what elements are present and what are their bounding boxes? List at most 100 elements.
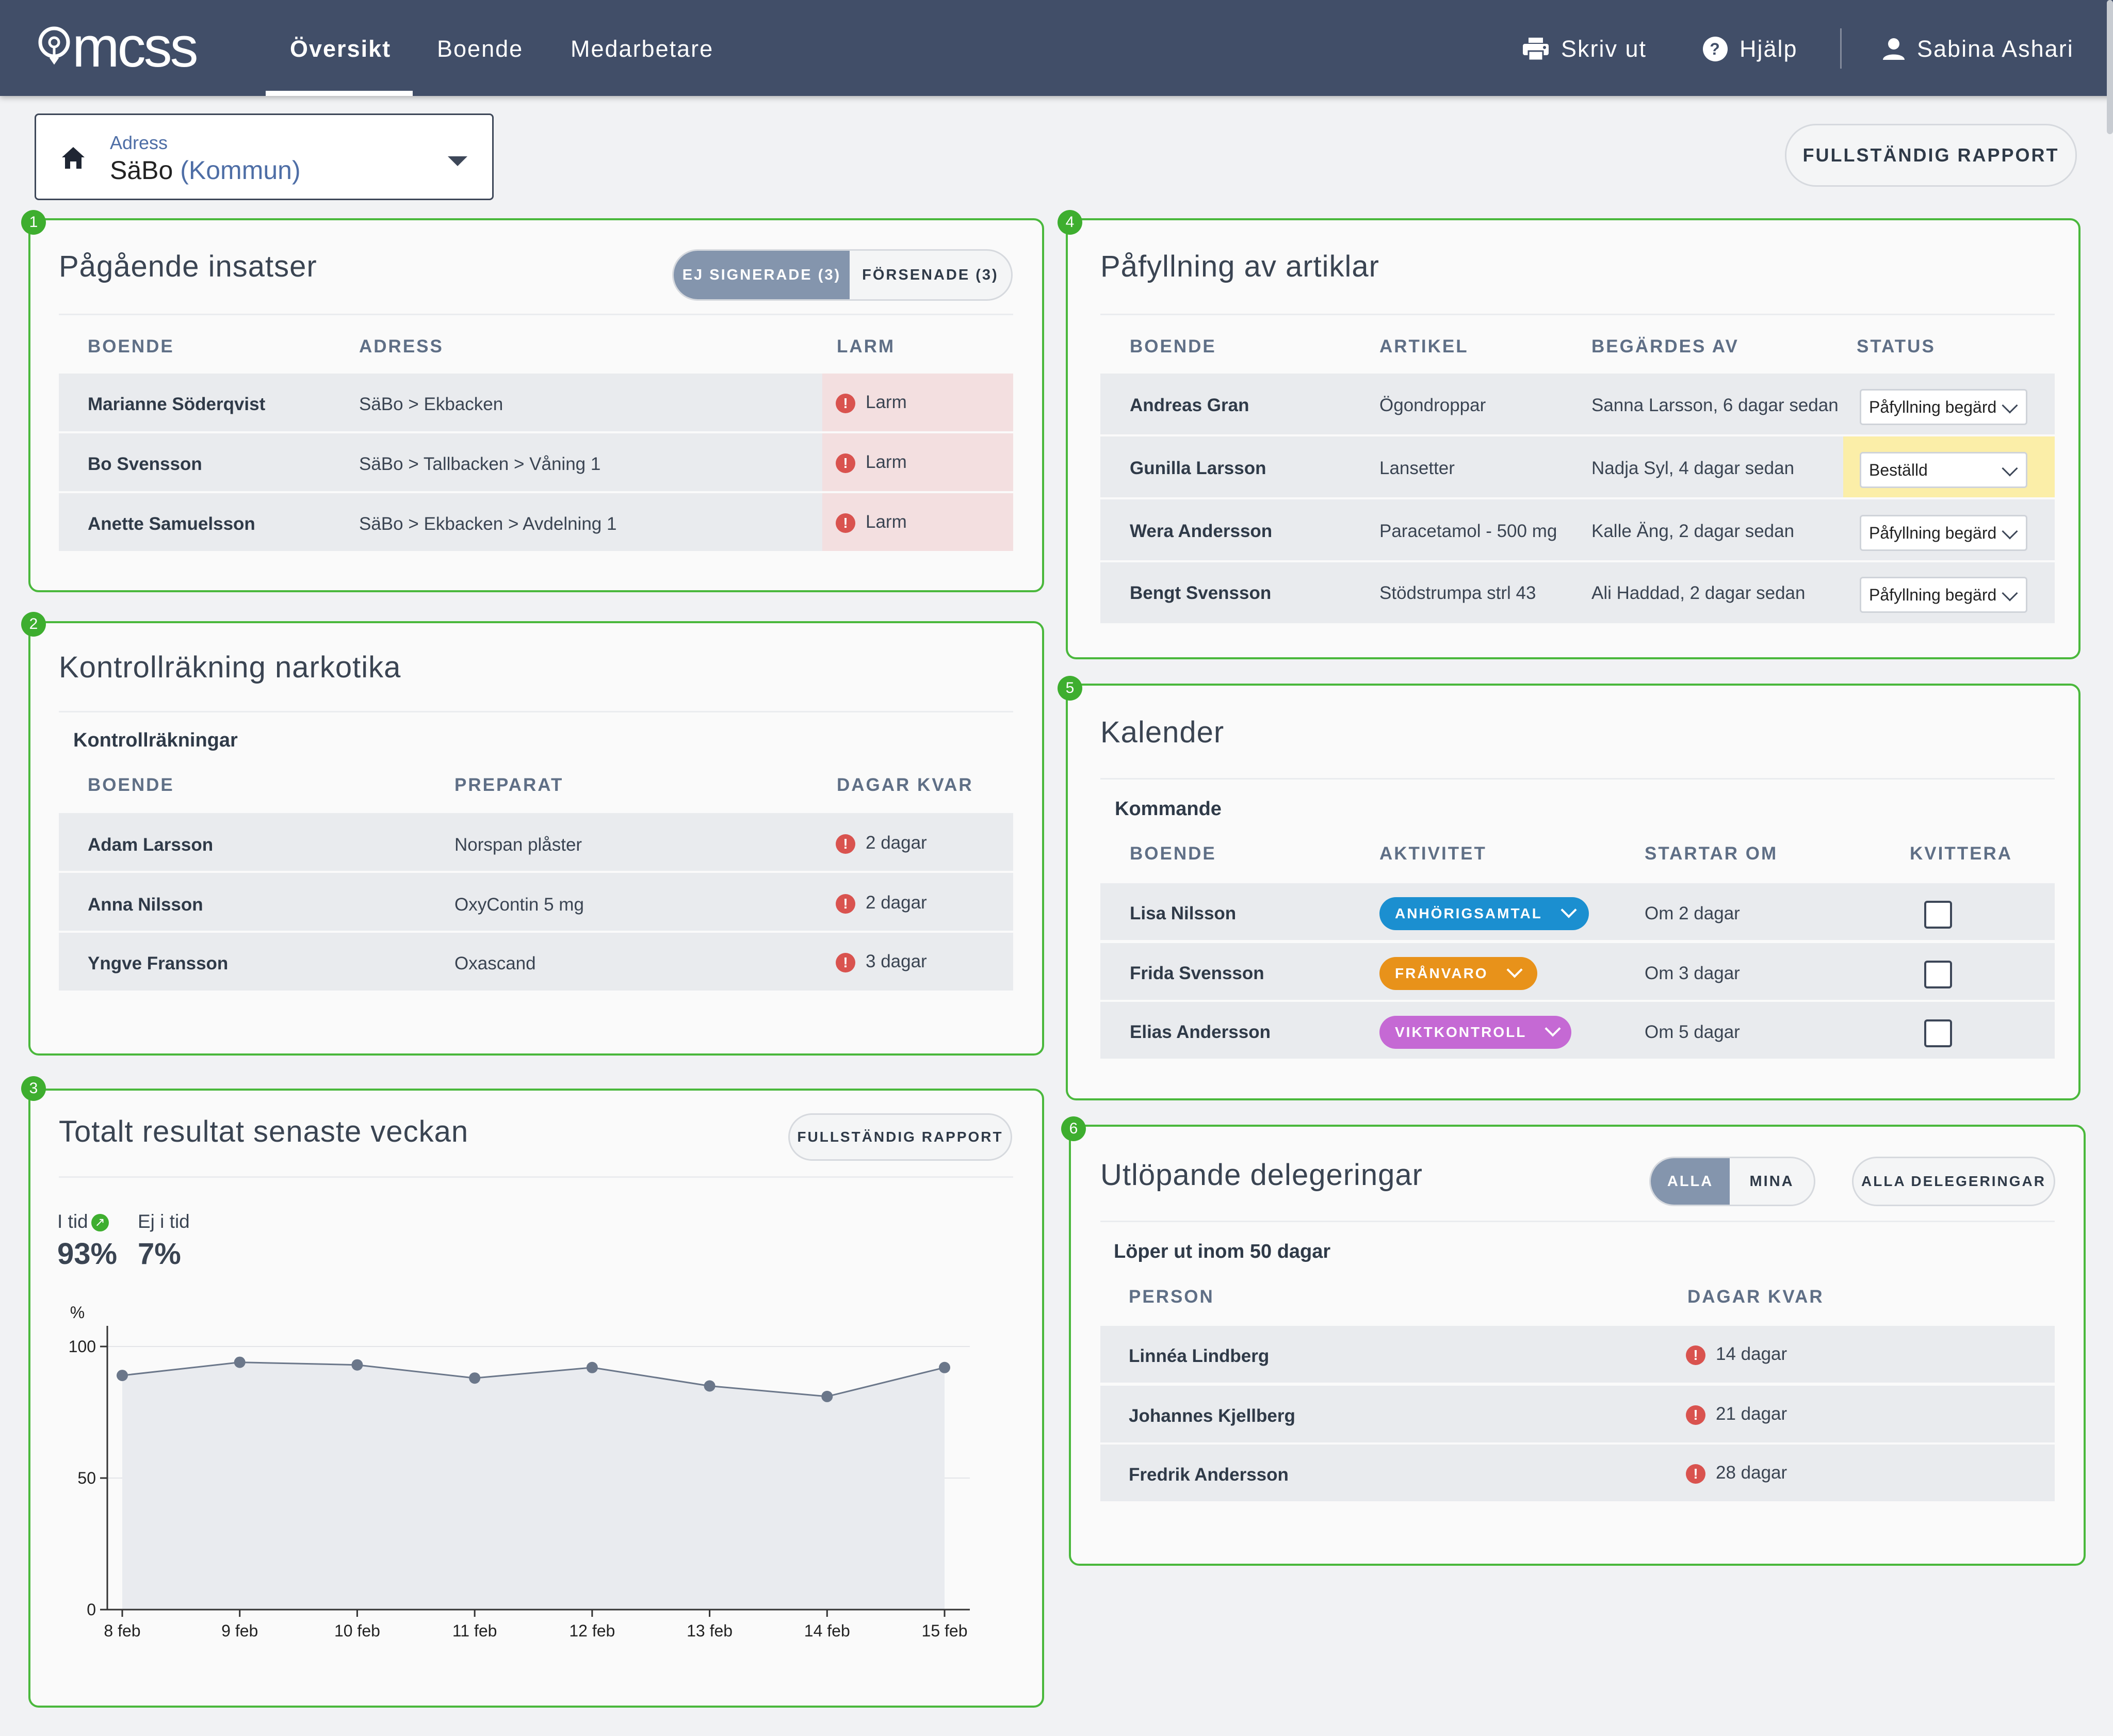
y-tick-label: 0 [87,1600,96,1619]
delegations-filter: ALLA MINA [1649,1157,1815,1206]
tab-unsigned[interactable]: EJ SIGNERADE (3) [674,251,850,299]
full-report-button[interactable]: FULLSTÄNDIG RAPPORT [1785,124,2077,187]
column-header: STARTAR OM [1645,843,1778,864]
alarm-icon: ! [836,393,855,413]
acknowledge-checkbox[interactable] [1924,901,1952,929]
toolbar-divider [1840,28,1842,69]
address-select[interactable]: Adress SäBo (Kommun) [35,113,494,200]
requested-by: Ali Haddad, 2 dagar sedan [1591,583,1806,603]
days-left: ! 2 dagar [836,833,927,854]
activity-tag[interactable]: VIKTKONTROLL [1379,1016,1571,1049]
drug-name: OxyContin 5 mg [454,895,584,915]
column-header: ADRESS [359,336,444,356]
column-header: BOENDE [1130,843,1216,864]
column-header: BOENDE [88,336,174,356]
table-row[interactable] [1100,1326,2055,1383]
status-select[interactable]: Påfyllning begärd [1860,389,2027,425]
divider [1100,778,2055,780]
requested-by: Sanna Larsson, 6 dagar sedan [1591,395,1839,415]
print-label: Skriv ut [1561,36,1647,62]
nav-boende[interactable]: Boende [437,36,524,62]
days-left: ! 2 dagar [836,893,927,914]
column-header: BOENDE [1130,336,1216,356]
user-menu[interactable]: Sabina Ashari [1882,31,2074,67]
acknowledge-checkbox[interactable] [1924,961,1952,988]
data-point [469,1372,481,1384]
weekly-full-report-button[interactable]: FULLSTÄNDIG RAPPORT [788,1113,1012,1161]
table-row[interactable] [1100,1445,2055,1501]
resident-name: Adam Larsson [88,835,214,855]
tab-late[interactable]: FÖRSENADE (3) [862,266,999,283]
resident-name: Bengt Svensson [1130,583,1272,603]
data-point [821,1390,833,1402]
x-tick-label: 12 feb [569,1621,615,1640]
data-point [234,1356,246,1368]
trend-up-icon: ↗ [91,1214,109,1232]
starts-in: Om 3 dagar [1645,963,1740,983]
activity-tag[interactable]: ANHÖRIGSAMTAL [1379,897,1589,930]
resident-address: SäBo > Ekbacken [359,394,503,414]
column-header: AKTIVITET [1379,843,1487,864]
mcss-logo[interactable]: mcss [37,19,199,76]
status-select[interactable]: Påfyllning begärd [1860,515,2027,551]
status-select[interactable]: Påfyllning begärd [1860,577,2027,613]
status-select[interactable]: Beställd [1860,452,2027,488]
user-name: Sabina Ashari [1917,36,2074,62]
all-delegations-button[interactable]: ALLA DELEGERINGAR [1852,1157,2055,1206]
warning-icon: ! [1686,1464,1705,1484]
data-point [586,1361,598,1373]
y-axis-label: % [70,1303,85,1322]
panel-title: Totalt resultat senaste veckan [59,1115,469,1148]
person-name: Johannes Kjellberg [1129,1406,1295,1426]
alarm-status: ! Larm [836,392,907,413]
panel-title: Pågående insatser [59,250,317,283]
nav-medarbetare[interactable]: Medarbetare [571,36,714,62]
user-icon [1883,38,1905,60]
table-row[interactable] [1100,943,2055,1000]
warning-icon: ! [836,952,855,972]
column-header: PREPARAT [454,775,564,795]
activity-tag[interactable]: FRÅNVARO [1379,957,1537,990]
x-tick-label: 10 feb [334,1621,380,1640]
help-button[interactable]: ? Hjälp [1702,31,1798,67]
page-scrollbar[interactable] [2107,0,2113,134]
resident-name: Frida Svensson [1130,963,1264,983]
resident-name: Lisa Nilsson [1130,903,1237,923]
divider [59,1176,1013,1178]
active-nav-indicator [266,91,413,96]
person-name: Fredrik Andersson [1129,1465,1289,1485]
x-tick-label: 8 feb [104,1621,140,1640]
column-header: ARTIKEL [1379,336,1469,356]
address-value: SäBo (Kommun) [110,156,301,185]
area-fill [122,1362,945,1610]
chevron-down-icon [1545,1020,1561,1037]
section-subtitle: Kontrollräkningar [73,729,238,751]
nav-oversikt[interactable]: Översikt [290,36,392,62]
column-header: LARM [837,336,896,356]
alarm-icon: ! [836,453,855,473]
x-tick-label: 9 feb [221,1621,258,1640]
column-header: STATUS [1857,336,1936,356]
section-subtitle: Löper ut inom 50 dagar [1114,1241,1331,1262]
weekly-result-chart: % 0 50 100 8 feb 9 feb 10 feb 11 feb 12 feb 13 f… [69,1303,970,1640]
warning-icon: ! [836,894,855,914]
tab-all[interactable]: ALLA [1651,1158,1730,1205]
panel-number-badge: 1 [21,210,46,235]
table-row[interactable] [1100,1386,2055,1442]
acknowledge-checkbox[interactable] [1924,1019,1952,1047]
divider [1100,1221,2055,1222]
chevron-down-icon [2002,523,2018,540]
on-time-label: I tid ↗ [57,1211,109,1232]
resident-name: Bo Svensson [88,454,202,474]
help-label: Hjälp [1740,36,1798,62]
article-name: Paracetamol - 500 mg [1379,521,1557,541]
tab-mine[interactable]: MINA [1749,1173,1794,1190]
series-line [122,1361,945,1398]
panel-number-badge: 4 [1058,210,1082,235]
panel-number-badge: 2 [21,612,46,637]
warning-icon: ! [1686,1345,1705,1365]
table-row[interactable] [1100,1002,2055,1059]
divider [59,711,1013,712]
print-button[interactable]: Skriv ut [1522,31,1647,67]
divider [1100,314,2055,315]
